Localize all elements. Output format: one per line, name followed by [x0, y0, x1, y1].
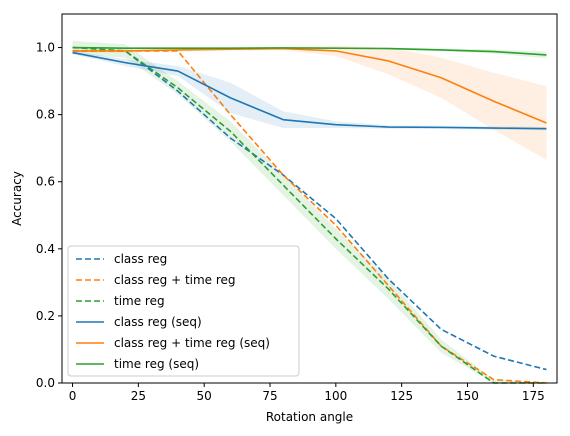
legend-label: time reg [114, 294, 165, 308]
legend-label: time reg (seq) [114, 357, 199, 371]
y-axis: 0.0 0.2 0.4 0.6 0.8 1.0 [36, 41, 62, 390]
y-tick-label: 0.2 [36, 309, 55, 323]
x-tick-label: 100 [324, 389, 347, 403]
y-tick-label: 0.6 [36, 175, 55, 189]
x-tick-label: 175 [522, 389, 545, 403]
series-line-1 [72, 50, 547, 384]
y-tick-label: 0.0 [36, 376, 55, 390]
series-line-4 [72, 47, 547, 124]
series-line-5 [72, 46, 547, 56]
y-axis-label: Accuracy [10, 171, 24, 226]
x-tick-label: 125 [390, 389, 413, 403]
x-tick-label: 0 [69, 389, 77, 403]
legend-frame [67, 245, 300, 377]
legend-label: class reg + time reg [114, 273, 236, 287]
x-tick-label: 150 [456, 389, 479, 403]
x-tick-label: 50 [197, 389, 212, 403]
plot-frame [61, 13, 558, 384]
series-lines [72, 46, 547, 384]
legend-label: class reg [114, 252, 167, 266]
x-tick-label: 25 [131, 389, 146, 403]
x-axis: 0 25 50 75 100 125 150 175 [69, 383, 545, 403]
series-line-3 [72, 51, 547, 130]
x-axis-label: Rotation angle [266, 410, 353, 424]
y-tick-label: 0.4 [36, 242, 55, 256]
series-line-2 [72, 46, 547, 384]
series-line-0 [72, 50, 547, 371]
legend-label: class reg + time reg (seq) [114, 336, 270, 350]
confidence-band-3 [72, 50, 547, 131]
legend: class reg class reg + time reg time reg cla… [67, 245, 300, 377]
y-tick-label: 0.8 [36, 108, 55, 122]
legend-label: class reg (seq) [114, 315, 202, 329]
y-tick-label: 1.0 [36, 41, 55, 55]
x-tick-label: 75 [262, 389, 277, 403]
